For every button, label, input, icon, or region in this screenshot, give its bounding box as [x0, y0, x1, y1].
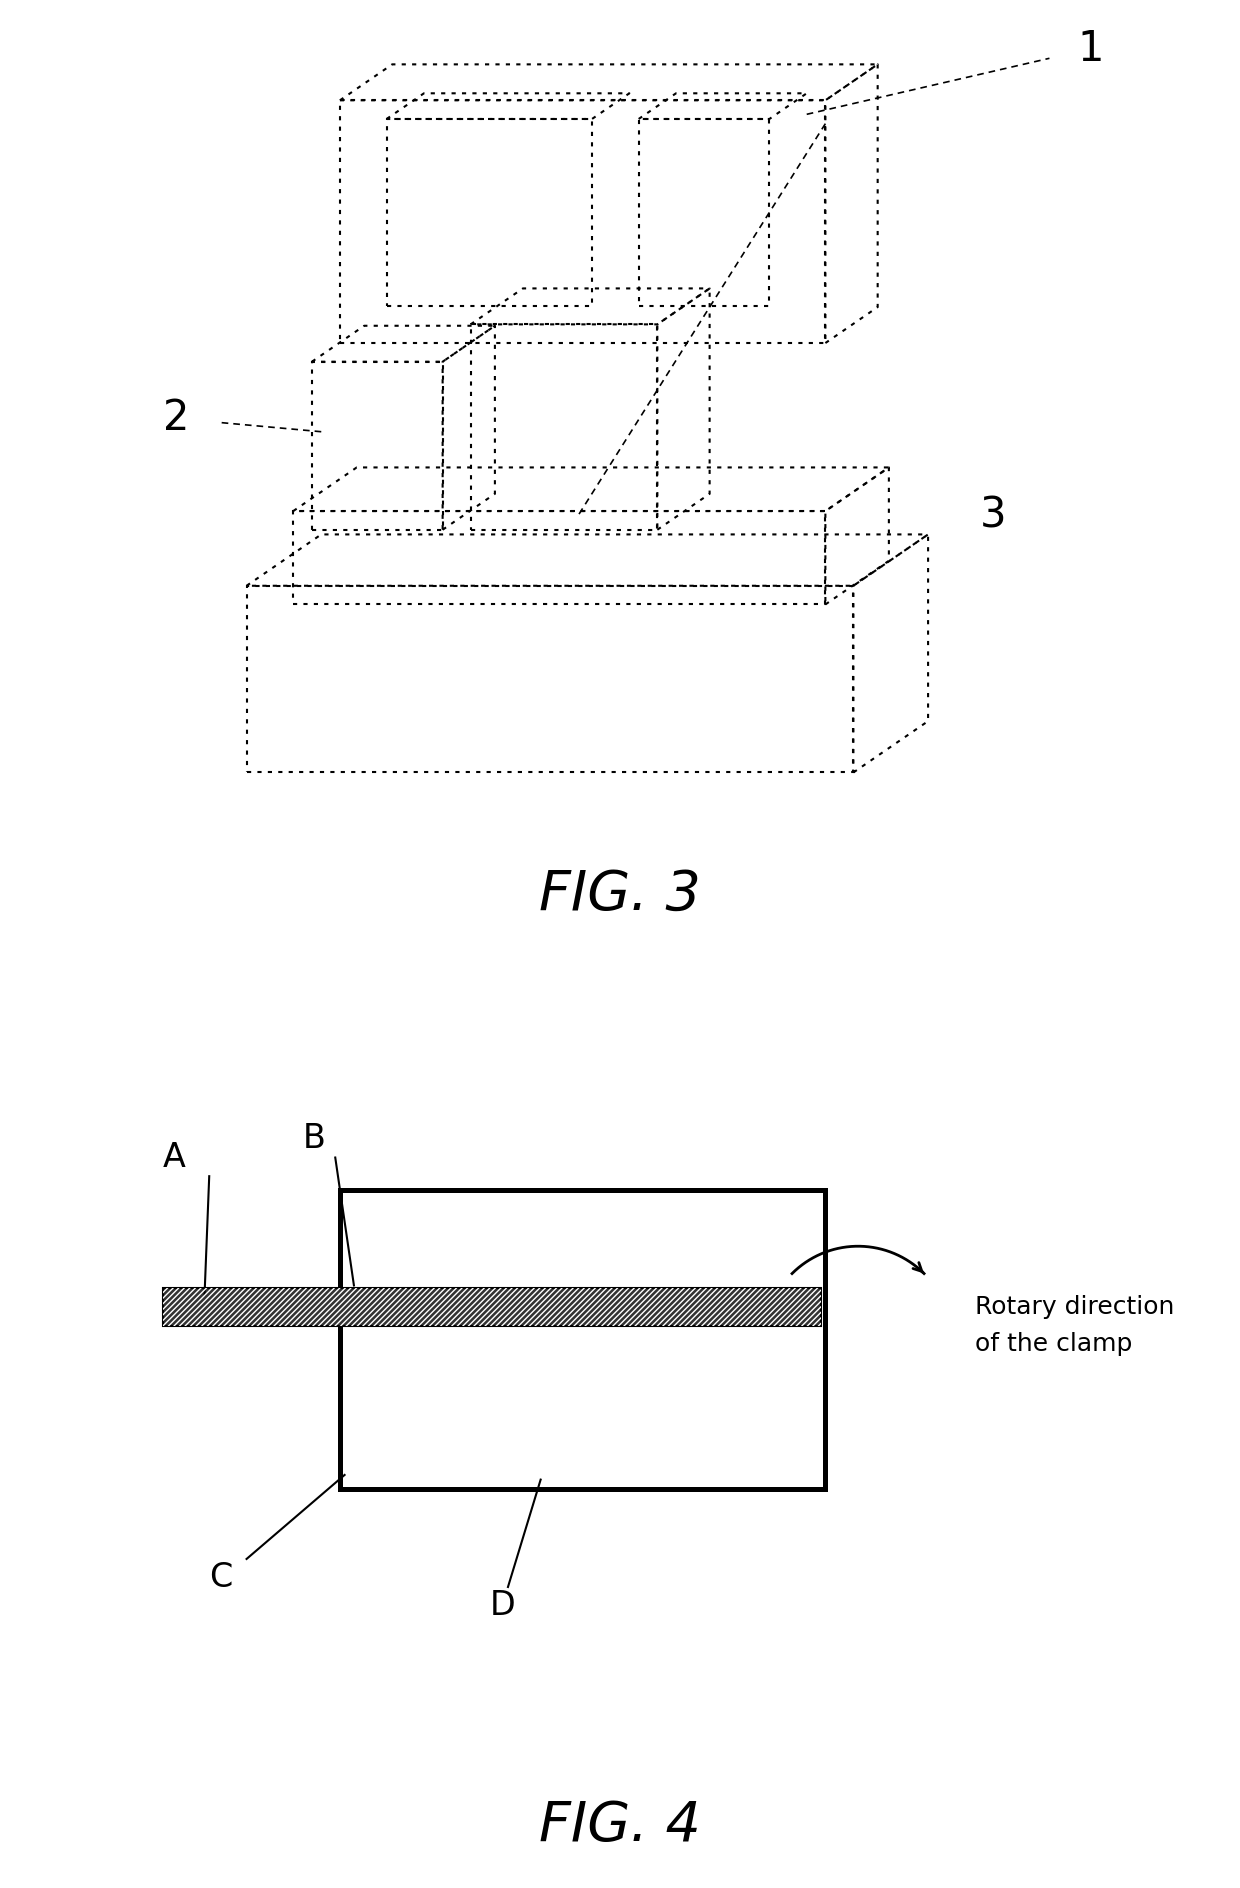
Text: D: D [490, 1590, 515, 1622]
Bar [340, 100, 826, 344]
Text: B: B [303, 1121, 325, 1155]
Text: 3: 3 [980, 495, 1006, 536]
Bar [162, 1288, 821, 1325]
Text: FIG. 3: FIG. 3 [539, 867, 701, 919]
Bar [387, 119, 591, 306]
Bar [639, 119, 769, 306]
Text: Rotary direction: Rotary direction [975, 1295, 1174, 1320]
Bar [247, 585, 853, 772]
Bar [312, 362, 443, 531]
Text: A: A [162, 1140, 186, 1174]
Text: C: C [210, 1561, 232, 1593]
Text: FIG. 4: FIG. 4 [539, 1799, 701, 1852]
Bar [340, 1189, 826, 1490]
Text: 1: 1 [1078, 28, 1104, 70]
Bar [293, 512, 826, 604]
Text: of the clamp: of the clamp [975, 1333, 1132, 1356]
Bar [162, 1288, 821, 1325]
Bar [471, 325, 657, 531]
Text: 2: 2 [162, 396, 188, 438]
